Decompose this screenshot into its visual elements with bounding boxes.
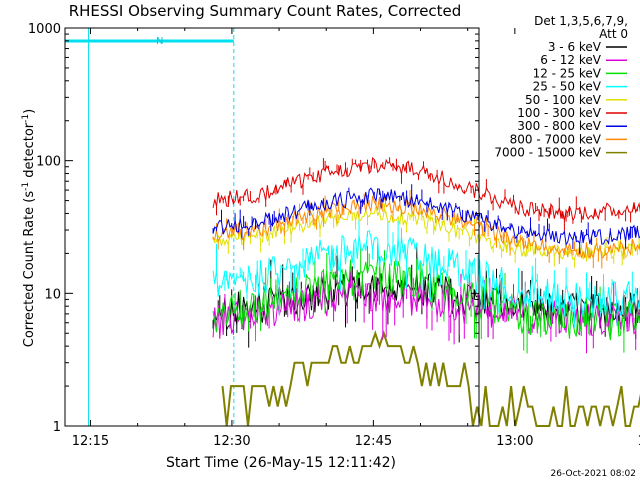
y-axis-label: Corrected Count Rate (s-1 detector-1) xyxy=(21,109,37,347)
legend-label: 100 - 300 keV xyxy=(517,106,601,120)
legend-label: 7000 - 15000 keV xyxy=(494,146,601,160)
y-axis-label-part: ) xyxy=(22,109,37,114)
x-tick-label: 12:15 xyxy=(72,434,109,449)
y-axis-label-sup: -1 xyxy=(21,182,31,191)
legend-header-line-1: Det 1,3,5,6,7,9, xyxy=(534,14,628,28)
legend-label: 6 - 12 keV xyxy=(540,53,602,67)
y-axis-label-sup: -1 xyxy=(21,114,31,123)
annotation-n: N xyxy=(156,36,163,47)
legend-label: 50 - 100 keV xyxy=(525,93,602,107)
y-axis-label-part: detector xyxy=(22,122,37,182)
y-axis-label-part: Corrected Count Rate (s xyxy=(22,191,37,348)
legend-label: 300 - 800 keV xyxy=(517,119,601,133)
legend-label: 12 - 25 keV xyxy=(533,66,602,80)
legend-label: 800 - 7000 keV xyxy=(510,132,602,146)
y-tick-label: 1 xyxy=(53,420,61,435)
legend-label: 25 - 50 keV xyxy=(533,80,602,94)
legend-label: 3 - 6 keV xyxy=(548,40,602,54)
x-tick-label: 12:30 xyxy=(213,434,250,449)
x-axis-label: Start Time (26-May-15 12:11:42) xyxy=(166,455,396,471)
timestamp: 26-Oct-2021 08:02 xyxy=(551,469,636,479)
y-tick-label: 10 xyxy=(44,287,61,302)
y-tick-label: 100 xyxy=(36,155,61,170)
x-tick-label: 12:45 xyxy=(355,434,392,449)
y-tick-label: 1000 xyxy=(28,22,61,37)
legend-header-line-2: Att 0 xyxy=(599,27,628,41)
chart-title: RHESSI Observing Summary Count Rates, Co… xyxy=(69,2,462,20)
x-tick-label: 13:00 xyxy=(496,434,533,449)
